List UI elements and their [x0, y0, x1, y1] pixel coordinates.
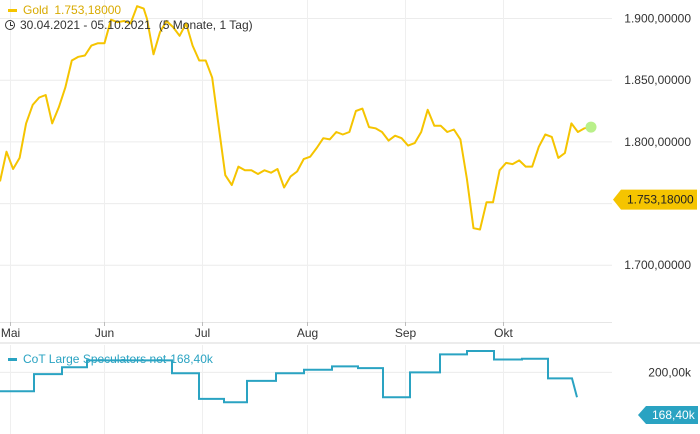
cot-value-tag[interactable]: 168,40k: [638, 406, 698, 424]
gold-last-point-marker[interactable]: [585, 121, 597, 133]
date-range[interactable]: 30.04.2021 - 05.10.2021 (5 Monate, 1 Tag…: [5, 18, 253, 32]
gold-y-tick-label: 1.700,00000: [624, 258, 691, 272]
gold-price-line: [0, 5, 592, 231]
cot-y-tick-label: 200,00k: [648, 365, 692, 379]
range-duration: (5 Monate, 1 Tag): [158, 18, 253, 32]
x-tick-label: Jul: [195, 326, 210, 340]
x-tick-label: Aug: [297, 326, 318, 340]
cot-legend-title: CoT Large Speculators net: [23, 352, 167, 366]
x-tick-label: Mai: [1, 326, 20, 340]
cot-legend-swatch: [8, 357, 17, 361]
gold-y-tick-label: 1.800,00000: [624, 135, 691, 149]
gold-y-tick-label: 1.900,00000: [624, 12, 691, 26]
cot-net-line: [0, 350, 578, 404]
gold-legend-swatch: [8, 8, 17, 12]
grid: [0, 0, 612, 434]
x-tick-label: Sep: [395, 326, 417, 340]
date-range-text: 30.04.2021 - 05.10.2021: [20, 18, 151, 32]
x-tick-label: Okt: [494, 326, 513, 340]
cot-value-tag-text: 168,40k: [652, 408, 696, 422]
value-tags: 1.753,18000 168,40k: [613, 189, 698, 424]
gold-y-tick-label: 1.850,00000: [624, 73, 691, 87]
axes: 1.700,00000 1.800,00000 1.850,00000 1.900,0…: [0, 12, 700, 379]
cot-value-tag-shape: [638, 406, 698, 424]
gold-value-tag-text: 1.753,18000: [627, 193, 694, 207]
series: [0, 5, 597, 404]
gold-legend-title: Gold: [23, 3, 49, 17]
clock-icon: [5, 20, 15, 30]
legend-cot[interactable]: CoT Large Speculators net 168,40k: [8, 352, 213, 366]
gold-value-tag-shape: [613, 189, 697, 210]
gold-legend-value: 1.753,18000: [54, 3, 122, 17]
cot-legend-value: 168,40k: [170, 352, 213, 366]
legend-gold[interactable]: Gold 1.753,18000: [8, 3, 121, 17]
gold-value-tag[interactable]: 1.753,18000: [613, 189, 697, 210]
x-tick-label: Jun: [95, 326, 114, 340]
